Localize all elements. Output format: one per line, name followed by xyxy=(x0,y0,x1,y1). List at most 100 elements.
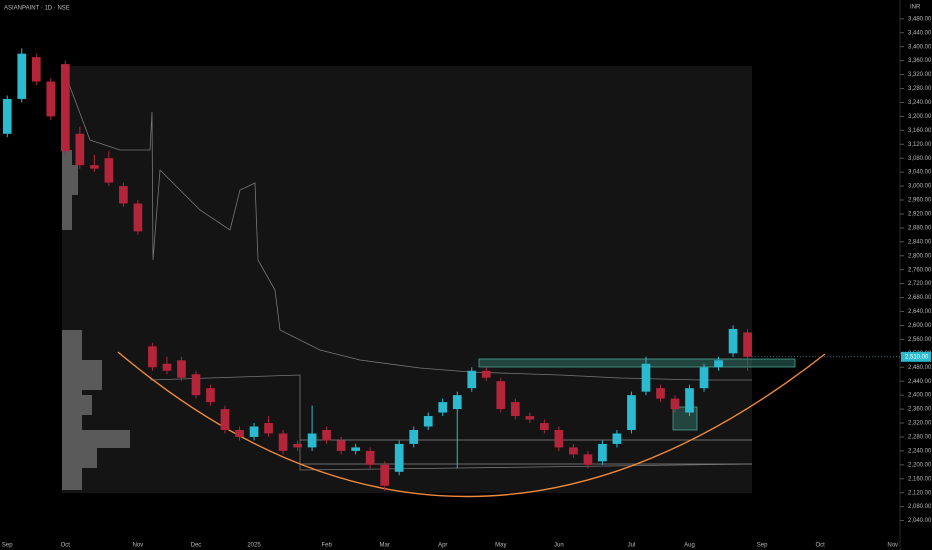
candle-body xyxy=(656,388,665,399)
candle-body xyxy=(119,186,128,204)
candle-body xyxy=(525,416,535,420)
candle-body xyxy=(627,395,636,430)
candle-body xyxy=(598,443,607,462)
y-tick-label: 2,360.00 xyxy=(908,407,932,413)
volume-profile xyxy=(62,150,130,490)
y-tick-label: 3,280.00 xyxy=(908,86,932,92)
y-tick-label: 2,800.00 xyxy=(908,253,932,259)
y-tick-label: 3,160.00 xyxy=(908,128,932,134)
candle-body xyxy=(104,158,114,183)
candle-body xyxy=(336,440,346,451)
y-tick-label: 2,400.00 xyxy=(908,393,932,399)
profile-step-line xyxy=(61,65,752,381)
y-tick-label: 2,840.00 xyxy=(908,239,932,245)
y-tick-label: 3,400.00 xyxy=(908,44,932,50)
last-price-badge xyxy=(901,351,931,362)
y-tick-label: 3,120.00 xyxy=(908,142,932,148)
candle-body xyxy=(90,165,99,169)
y-tick-label: 3,040.00 xyxy=(908,170,932,176)
x-tick-label: Nov xyxy=(133,543,144,549)
y-tick-label: 3,360.00 xyxy=(908,58,932,64)
candle-body xyxy=(409,429,419,444)
y-tick-label: 2,440.00 xyxy=(908,379,932,385)
cup-arc xyxy=(117,351,826,498)
y-tick-label: 2,880.00 xyxy=(908,225,932,231)
candle-body xyxy=(293,443,302,448)
candle-body xyxy=(162,363,172,371)
candle-body xyxy=(728,328,738,354)
currency-label: INR xyxy=(910,5,921,11)
candle-body xyxy=(365,450,375,465)
candle-body xyxy=(17,53,27,99)
y-tick-label: 2,200.00 xyxy=(908,462,932,468)
x-tick-label: Oct xyxy=(815,543,825,549)
candle-body xyxy=(394,443,404,472)
candle-body xyxy=(569,447,578,455)
candle-body xyxy=(235,429,244,437)
y-tick-label: 2,320.00 xyxy=(908,421,932,427)
y-tick-label: 3,200.00 xyxy=(908,114,932,120)
y-tick-label: 2,040.00 xyxy=(908,518,932,524)
x-tick-label: Dec xyxy=(191,543,202,549)
candle-body xyxy=(423,416,433,427)
candle-body xyxy=(351,447,360,451)
candle-body xyxy=(220,409,230,430)
last-price-label: 2,510.00 xyxy=(905,354,929,360)
candle-body xyxy=(307,433,317,448)
candle-body xyxy=(685,388,694,413)
y-tick-label: 2,480.00 xyxy=(908,365,932,371)
y-tick-label: 2,640.00 xyxy=(908,309,932,315)
candle-body xyxy=(322,429,331,441)
candle-body xyxy=(191,374,201,396)
candle-body xyxy=(583,454,593,465)
y-tick-label: 2,280.00 xyxy=(908,435,932,441)
candle-body xyxy=(641,363,651,392)
x-tick-label: 2025 xyxy=(247,543,261,549)
y-tick-label: 2,960.00 xyxy=(908,198,932,204)
y-tick-label: 2,920.00 xyxy=(908,212,932,218)
candle-body xyxy=(510,402,520,417)
candle-body xyxy=(481,370,491,378)
y-tick-label: 2,240.00 xyxy=(908,448,932,454)
x-tick-label: Nov xyxy=(887,543,898,549)
candle-body xyxy=(46,81,56,117)
resistance-zone xyxy=(478,358,796,368)
volume-profile-range xyxy=(62,66,752,493)
candle-body xyxy=(467,370,477,389)
candle-body xyxy=(206,388,215,403)
y-tick-label: 2,720.00 xyxy=(908,281,932,287)
y-tick-label: 2,760.00 xyxy=(908,267,932,273)
candle-body xyxy=(249,426,259,437)
y-tick-label: 2,560.00 xyxy=(908,337,932,343)
candle-body xyxy=(699,367,709,389)
y-tick-label: 2,160.00 xyxy=(908,476,932,482)
x-tick-label: Mar xyxy=(380,543,390,549)
y-tick-label: 2,680.00 xyxy=(908,295,932,301)
x-tick-label: Jun xyxy=(554,543,564,549)
candle-body xyxy=(496,381,506,410)
y-tick-label: 3,480.00 xyxy=(908,16,932,22)
candle-body xyxy=(133,203,143,232)
candle-body xyxy=(278,433,288,451)
x-tick-label: May xyxy=(495,543,506,549)
y-tick-label: 3,320.00 xyxy=(908,72,932,78)
y-tick-label: 2,120.00 xyxy=(908,490,932,496)
candle-body xyxy=(554,429,564,448)
candle-body xyxy=(540,423,549,430)
candle-body xyxy=(438,402,448,413)
y-tick-label: 2,080.00 xyxy=(908,504,932,510)
x-tick-label: Sep xyxy=(757,543,768,549)
candle-body xyxy=(31,57,41,82)
candle-body xyxy=(2,98,12,134)
candle-body xyxy=(670,398,680,410)
candle-body xyxy=(612,433,622,444)
y-tick-label: 3,240.00 xyxy=(908,100,932,106)
y-tick-label: 3,000.00 xyxy=(908,184,932,190)
x-tick-label: Feb xyxy=(321,543,332,549)
candle-body xyxy=(264,423,273,434)
x-tick-label: Apr xyxy=(438,543,447,549)
candle-body xyxy=(60,64,70,152)
candle-body xyxy=(148,346,157,368)
